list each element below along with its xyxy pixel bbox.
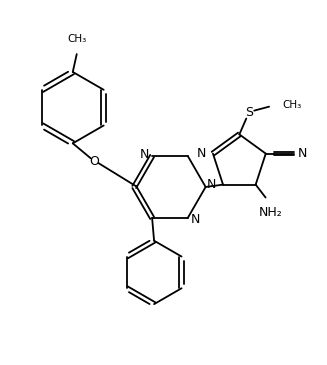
Text: N: N <box>140 147 149 161</box>
Text: N: N <box>191 214 200 226</box>
Text: S: S <box>245 106 253 119</box>
Text: N: N <box>298 147 307 160</box>
Text: N: N <box>197 147 206 160</box>
Text: CH₃: CH₃ <box>282 100 301 110</box>
Text: CH₃: CH₃ <box>67 34 86 44</box>
Text: N: N <box>207 178 216 191</box>
Text: O: O <box>90 155 99 168</box>
Text: NH₂: NH₂ <box>259 207 283 219</box>
